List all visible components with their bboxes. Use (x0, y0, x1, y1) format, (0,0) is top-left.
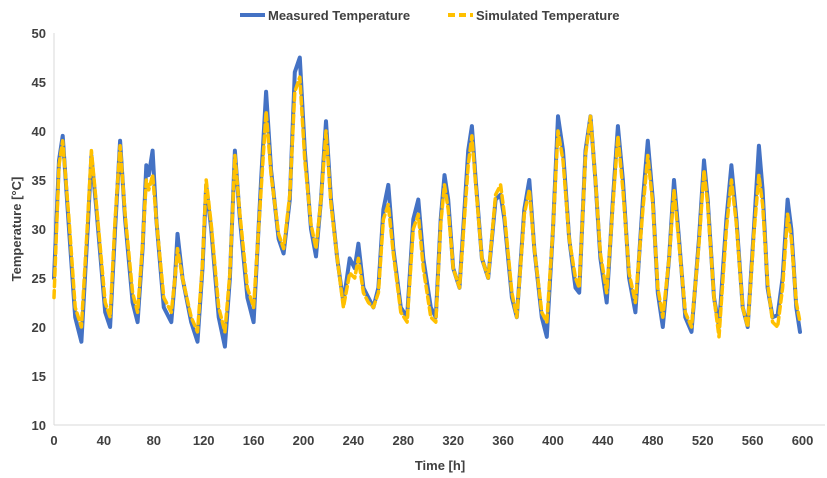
y-tick-label: 25 (32, 271, 46, 286)
series-line-simulated (52, 75, 802, 339)
y-axis-title: Temperature [°C] (9, 177, 24, 282)
x-axis-title: Time [h] (415, 458, 465, 473)
x-tick-label: 400 (542, 433, 564, 448)
y-tick-label: 50 (32, 26, 46, 41)
y-tick-label: 40 (32, 124, 46, 139)
x-tick-label: 80 (147, 433, 161, 448)
x-tick-label: 0 (50, 433, 57, 448)
y-tick-labels: 10 15 20 25 30 35 40 45 50 (32, 26, 46, 433)
x-tick-label: 560 (742, 433, 764, 448)
x-tick-label: 160 (243, 433, 265, 448)
y-tick-label: 10 (32, 418, 46, 433)
x-tick-label: 40 (97, 433, 111, 448)
x-tick-label: 120 (193, 433, 215, 448)
x-tick-label: 480 (642, 433, 664, 448)
x-tick-label: 240 (343, 433, 365, 448)
y-tick-label: 30 (32, 222, 46, 237)
x-tick-labels: 0 40 80 120 160 200 240 280 320 360 400 440 480 520 56… (50, 433, 813, 448)
x-tick-label: 320 (442, 433, 464, 448)
x-tick-label: 280 (392, 433, 414, 448)
legend-label-simulated: Simulated Temperature (476, 8, 620, 23)
x-tick-label: 200 (293, 433, 315, 448)
legend-label-measured: Measured Temperature (268, 8, 410, 23)
y-tick-label: 15 (32, 369, 46, 384)
y-tick-label: 35 (32, 173, 46, 188)
x-tick-label: 600 (792, 433, 814, 448)
y-tick-label: 45 (32, 75, 46, 90)
series-layer (52, 55, 802, 349)
legend: Measured Temperature Simulated Temperatu… (240, 8, 620, 23)
x-tick-label: 520 (692, 433, 714, 448)
x-tick-label: 360 (492, 433, 514, 448)
x-tick-label: 440 (592, 433, 614, 448)
y-tick-label: 20 (32, 320, 46, 335)
